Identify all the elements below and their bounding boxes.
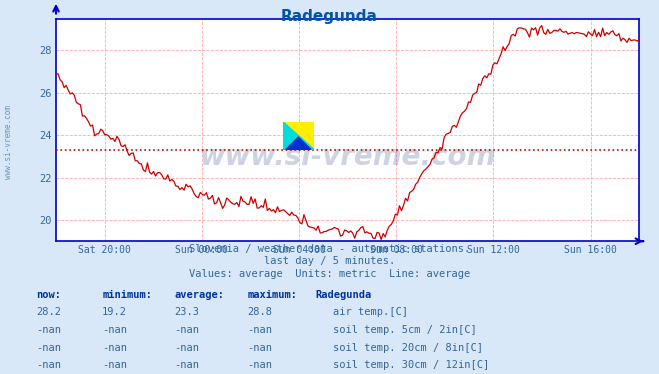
Text: -nan: -nan: [36, 343, 61, 353]
Text: 19.2: 19.2: [102, 307, 127, 318]
Text: minimum:: minimum:: [102, 290, 152, 300]
Text: Values: average  Units: metric  Line: average: Values: average Units: metric Line: aver…: [189, 269, 470, 279]
Text: soil temp. 30cm / 12in[C]: soil temp. 30cm / 12in[C]: [333, 360, 490, 370]
Text: now:: now:: [36, 290, 61, 300]
Text: -nan: -nan: [175, 343, 200, 353]
Text: -nan: -nan: [102, 343, 127, 353]
Text: maximum:: maximum:: [247, 290, 297, 300]
Text: -nan: -nan: [175, 325, 200, 335]
Text: -nan: -nan: [247, 360, 272, 370]
Text: Radegunda: Radegunda: [315, 290, 371, 300]
Text: 23.3: 23.3: [175, 307, 200, 318]
Polygon shape: [286, 137, 311, 150]
Text: Radegunda: Radegunda: [281, 9, 378, 24]
Text: -nan: -nan: [247, 325, 272, 335]
Text: -nan: -nan: [102, 360, 127, 370]
Text: air temp.[C]: air temp.[C]: [333, 307, 409, 318]
Polygon shape: [283, 122, 314, 150]
Text: -nan: -nan: [247, 343, 272, 353]
Text: last day / 5 minutes.: last day / 5 minutes.: [264, 256, 395, 266]
Text: -nan: -nan: [175, 360, 200, 370]
Text: 28.8: 28.8: [247, 307, 272, 318]
Text: -nan: -nan: [36, 325, 61, 335]
Text: soil temp. 20cm / 8in[C]: soil temp. 20cm / 8in[C]: [333, 343, 484, 353]
Text: Slovenia / weather data - automatic stations.: Slovenia / weather data - automatic stat…: [189, 244, 470, 254]
Text: -nan: -nan: [36, 360, 61, 370]
Text: www.si-vreme.com: www.si-vreme.com: [200, 142, 496, 171]
Text: -nan: -nan: [102, 325, 127, 335]
Text: 28.2: 28.2: [36, 307, 61, 318]
Text: soil temp. 5cm / 2in[C]: soil temp. 5cm / 2in[C]: [333, 325, 477, 335]
Polygon shape: [283, 122, 314, 150]
Text: www.si-vreme.com: www.si-vreme.com: [4, 105, 13, 179]
Text: average:: average:: [175, 290, 225, 300]
